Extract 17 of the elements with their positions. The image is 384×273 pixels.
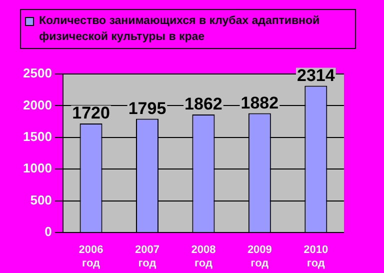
y-tick-label: 0	[44, 224, 52, 240]
x-tick-label: 2009 год	[247, 244, 272, 270]
data-label: 1882	[240, 93, 279, 112]
y-tick-label: 500	[30, 192, 52, 208]
data-label: 1720	[72, 104, 110, 123]
y-tick-label: 2500	[23, 66, 52, 81]
x-tick-label: 2010 год	[304, 244, 328, 270]
data-label: 1795	[128, 98, 166, 118]
x-tick-label: 2008 год	[191, 244, 216, 270]
y-tick-label: 1000	[23, 160, 52, 176]
y-tick-label: 2000	[23, 97, 52, 112]
x-tick-label: 2007 год	[135, 244, 160, 270]
legend-label: Количество занимающихся в клубах адаптивной физической культуры в крае	[39, 14, 321, 45]
data-label: 1862	[184, 94, 222, 114]
data-label: 2314	[296, 66, 336, 85]
y-tick-label: 1500	[23, 129, 52, 144]
x-tick-label: 2006 год	[78, 244, 104, 270]
